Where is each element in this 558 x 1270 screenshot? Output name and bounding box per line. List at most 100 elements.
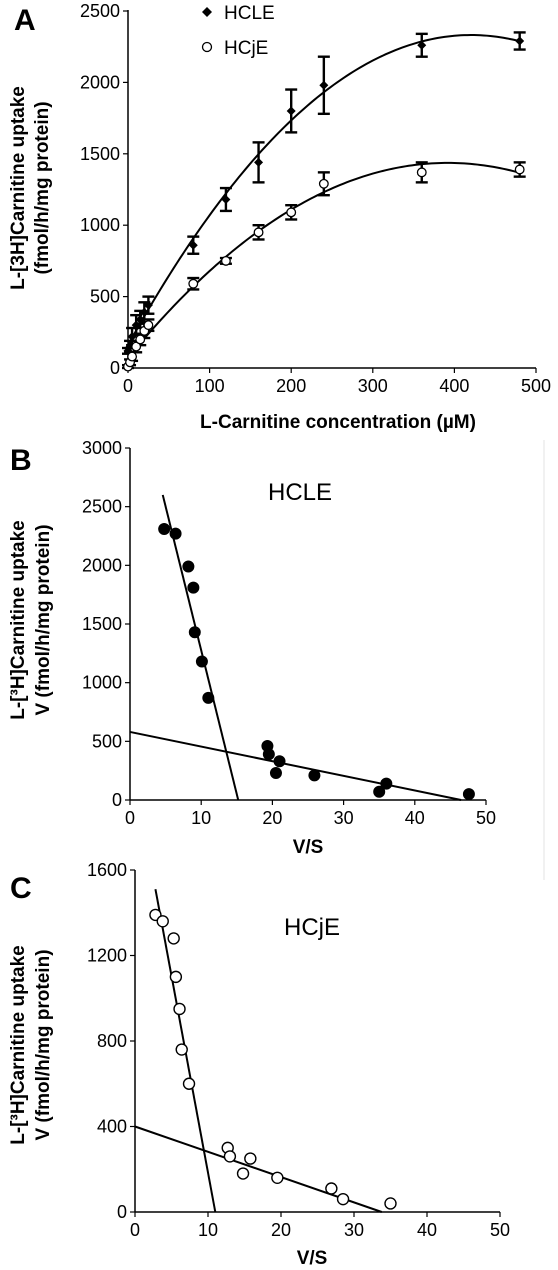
hcle-point — [139, 307, 149, 317]
panel-a-points — [123, 36, 525, 372]
x-tick-label: 0 — [125, 808, 135, 828]
x-tick-label: 100 — [195, 376, 225, 396]
data-point — [187, 581, 200, 594]
data-point — [462, 788, 475, 801]
panel-b-annotation: HCLE — [268, 479, 332, 506]
hcje-point — [514, 164, 525, 175]
right-edge-shadow — [543, 440, 545, 880]
data-point — [308, 769, 321, 782]
x-tick-label: 200 — [276, 376, 306, 396]
panel-c-y-ticks: 0 400 800 1200 1600 — [87, 860, 135, 1222]
hcje-point — [188, 278, 199, 289]
hcle-point — [135, 314, 145, 324]
y-tick-label: 1500 — [80, 144, 120, 164]
panel-c-points — [149, 908, 397, 1210]
data-point — [384, 1197, 397, 1210]
y-tick-label: 1500 — [82, 614, 122, 634]
panel-b-points — [158, 522, 475, 801]
y-tick-label: 1200 — [87, 946, 127, 966]
y-tick-label: 0 — [117, 1202, 127, 1222]
hcje-point — [135, 334, 146, 345]
hcje-point — [127, 351, 138, 362]
panel-b: B 0 500 1000 1500 2000 2500 3000 0 10 20 30 40 50 H… — [8, 438, 496, 858]
y-tick-label: 2500 — [82, 497, 122, 517]
panel-b-y-label-line2: V (fmol/h/mg protein) — [33, 524, 54, 715]
hcle-point — [286, 106, 296, 116]
hcje-point — [253, 227, 264, 238]
hcle-point — [221, 194, 231, 204]
legend-hcle-label: HCLE — [224, 3, 275, 24]
panel-a-letter: A — [14, 4, 36, 37]
hcle-point — [515, 36, 525, 46]
hcje-point — [416, 167, 427, 178]
y-tick-label: 1600 — [87, 860, 127, 880]
panel-c-x-ticks: 0 10 20 30 40 50 — [130, 1212, 510, 1240]
x-tick-label: 0 — [130, 1220, 140, 1240]
panel-b-x-label: V/S — [293, 837, 324, 858]
y-tick-label: 2500 — [80, 1, 120, 21]
hcle-point — [319, 80, 329, 90]
y-tick-label: 1000 — [82, 673, 122, 693]
panel-b-y-ticks: 0 500 1000 1500 2000 2500 3000 — [82, 438, 130, 810]
data-point — [236, 1167, 250, 1180]
high-affinity-fit-line — [161, 494, 240, 801]
x-tick-label: 20 — [262, 808, 282, 828]
data-point — [262, 748, 275, 761]
y-tick-label: 500 — [92, 731, 122, 751]
x-tick-label: 30 — [344, 1220, 364, 1240]
data-point — [273, 755, 286, 768]
x-tick-label: 500 — [521, 376, 551, 396]
data-point — [175, 1043, 188, 1056]
x-tick-label: 50 — [490, 1220, 510, 1240]
data-point — [173, 1002, 186, 1016]
x-tick-label: 10 — [198, 1220, 218, 1240]
y-tick-label: 400 — [97, 1117, 127, 1137]
x-tick-label: 40 — [417, 1220, 437, 1240]
legend-hcje-marker — [201, 41, 213, 53]
x-tick-label: 50 — [476, 808, 496, 828]
data-point — [158, 522, 171, 535]
hcle-point — [254, 157, 264, 167]
hcle-point — [417, 40, 427, 50]
data-point — [223, 1150, 237, 1163]
data-point — [195, 655, 208, 668]
panel-a-legend: HCLE HCjE — [201, 3, 275, 59]
panel-b-x-ticks: 0 10 20 30 40 50 — [125, 800, 496, 828]
legend-hcle-marker — [202, 7, 212, 17]
y-tick-label: 1000 — [80, 215, 120, 235]
panel-a-y-ticks: 0 500 1000 1500 2000 2500 — [80, 1, 128, 378]
y-tick-label: 2000 — [82, 555, 122, 575]
data-point — [244, 1152, 257, 1165]
y-tick-label: 500 — [90, 287, 120, 307]
hcle-point — [188, 240, 198, 250]
data-point — [169, 527, 182, 540]
panel-b-y-label-line1: L-[³H]Carnitine uptake — [8, 520, 29, 720]
hcje-point — [220, 255, 231, 266]
data-point — [167, 932, 180, 945]
panel-a-y-label-line2: (fmol/h/mg protein) — [32, 101, 53, 274]
y-tick-label: 0 — [110, 358, 120, 378]
x-tick-label: 400 — [439, 376, 469, 396]
hcje-point — [131, 341, 142, 352]
x-tick-label: 30 — [334, 808, 354, 828]
panel-c-x-label: V/S — [297, 1248, 328, 1269]
panel-a-x-ticks: 0 100 200 300 400 500 — [123, 368, 551, 396]
data-point — [188, 626, 201, 639]
panel-c-y-label-line1: L-[³H]Carnitine uptake — [8, 945, 29, 1145]
hcje-point — [318, 178, 329, 189]
panel-c-letter: C — [10, 872, 32, 905]
x-tick-label: 40 — [405, 808, 425, 828]
x-tick-label: 10 — [191, 808, 211, 828]
data-point — [182, 560, 195, 573]
hcle-point — [131, 320, 141, 330]
y-tick-label: 0 — [112, 790, 122, 810]
panel-c: C 0 400 800 1200 1600 0 10 20 30 40 50 HCjE V/S L… — [8, 860, 510, 1269]
x-tick-label: 300 — [358, 376, 388, 396]
low-affinity-fit-line — [129, 730, 462, 801]
data-point — [373, 785, 386, 798]
panel-c-y-label-line2: V (fmol/h/mg protein) — [33, 949, 54, 1140]
data-point — [271, 1171, 284, 1185]
x-tick-label: 0 — [123, 376, 133, 396]
